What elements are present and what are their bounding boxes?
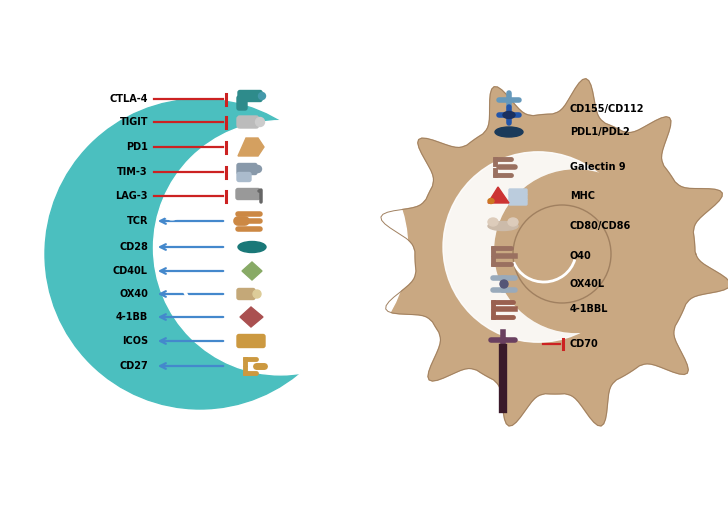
Text: CD80/CD86: CD80/CD86	[570, 221, 631, 231]
Ellipse shape	[258, 92, 266, 100]
Text: PD1: PD1	[126, 142, 148, 152]
FancyBboxPatch shape	[237, 116, 259, 128]
Ellipse shape	[500, 280, 508, 288]
Circle shape	[163, 201, 181, 220]
Ellipse shape	[488, 198, 494, 203]
Text: O40: O40	[570, 251, 592, 261]
Ellipse shape	[255, 166, 261, 172]
Text: 4-1BB: 4-1BB	[116, 312, 148, 322]
Text: CD155/CD112: CD155/CD112	[570, 104, 644, 114]
Text: LAG-3: LAG-3	[116, 191, 148, 201]
Text: OX40L: OX40L	[570, 279, 605, 289]
Text: CD70: CD70	[570, 339, 598, 349]
FancyBboxPatch shape	[509, 189, 527, 195]
Text: CD27: CD27	[119, 361, 148, 371]
FancyBboxPatch shape	[238, 90, 262, 102]
Text: OX40: OX40	[119, 289, 148, 299]
FancyBboxPatch shape	[237, 335, 265, 348]
FancyBboxPatch shape	[237, 289, 255, 299]
Text: CD28: CD28	[119, 242, 148, 252]
Circle shape	[495, 170, 657, 332]
Circle shape	[443, 152, 633, 342]
Ellipse shape	[503, 112, 515, 118]
Circle shape	[154, 121, 408, 375]
Ellipse shape	[488, 218, 498, 226]
Text: ICOS: ICOS	[122, 336, 148, 346]
Text: CTLA-4: CTLA-4	[109, 94, 148, 104]
Ellipse shape	[508, 218, 518, 226]
Ellipse shape	[253, 290, 261, 298]
Text: TIM-3: TIM-3	[117, 167, 148, 177]
Text: TCR: TCR	[127, 216, 148, 226]
Polygon shape	[488, 187, 509, 203]
FancyBboxPatch shape	[509, 199, 527, 205]
Ellipse shape	[495, 127, 523, 137]
Text: Galectin 9: Galectin 9	[570, 162, 625, 172]
Text: PDL1/PDL2: PDL1/PDL2	[570, 127, 630, 137]
Polygon shape	[240, 307, 263, 327]
FancyBboxPatch shape	[237, 163, 257, 174]
Text: CD40L: CD40L	[113, 266, 148, 276]
Circle shape	[45, 99, 355, 409]
Polygon shape	[238, 138, 264, 156]
Ellipse shape	[488, 222, 518, 230]
FancyBboxPatch shape	[236, 188, 260, 199]
FancyBboxPatch shape	[237, 96, 247, 110]
Ellipse shape	[256, 117, 264, 127]
Text: TIGIT: TIGIT	[119, 117, 148, 127]
Text: 4-1BBL: 4-1BBL	[570, 304, 609, 314]
Polygon shape	[381, 79, 728, 426]
Polygon shape	[242, 262, 262, 280]
FancyBboxPatch shape	[509, 194, 527, 200]
Ellipse shape	[238, 241, 266, 253]
Text: MHC: MHC	[570, 191, 595, 201]
FancyBboxPatch shape	[237, 172, 251, 182]
